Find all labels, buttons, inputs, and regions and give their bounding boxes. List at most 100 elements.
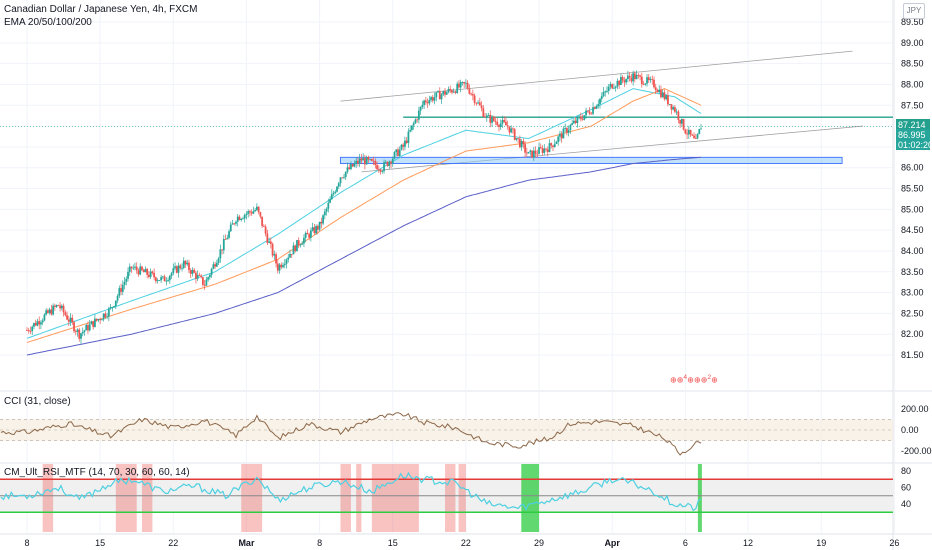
candle-body[interactable] <box>405 140 408 143</box>
candle-body[interactable] <box>323 211 326 216</box>
candle-body[interactable] <box>290 253 293 255</box>
candle-body[interactable] <box>653 79 655 88</box>
candle-body[interactable] <box>193 269 196 273</box>
candle-body[interactable] <box>130 266 133 269</box>
candle-body[interactable] <box>344 171 347 177</box>
candle-body[interactable] <box>694 138 697 139</box>
candle-body[interactable] <box>262 225 265 227</box>
candle-body[interactable] <box>501 119 504 124</box>
candle-body[interactable] <box>332 192 335 195</box>
candle-body[interactable] <box>687 129 690 135</box>
candle-body[interactable] <box>53 305 56 307</box>
candle-body[interactable] <box>182 260 185 268</box>
candle-body[interactable] <box>238 216 241 221</box>
candle-body[interactable] <box>76 329 79 332</box>
candle-body[interactable] <box>618 80 621 86</box>
candle-body[interactable] <box>510 128 513 133</box>
candle-body[interactable] <box>639 75 641 77</box>
candle-body[interactable] <box>642 84 645 85</box>
candle-body[interactable] <box>153 272 156 278</box>
event-icon[interactable]: ⊕ <box>687 375 694 385</box>
candle-body[interactable] <box>350 163 352 170</box>
candle-body[interactable] <box>50 309 53 315</box>
candle-body[interactable] <box>538 147 540 154</box>
candle-body[interactable] <box>684 129 687 134</box>
candle-body[interactable] <box>548 143 551 153</box>
candle-body[interactable] <box>127 271 129 279</box>
candle-body[interactable] <box>278 264 281 271</box>
candle-body[interactable] <box>560 133 563 139</box>
candle-body[interactable] <box>357 160 359 164</box>
candle-body[interactable] <box>463 82 466 84</box>
candle-body[interactable] <box>160 277 163 281</box>
ema-line-ema-50[interactable] <box>26 88 702 343</box>
candle-body[interactable] <box>700 128 702 130</box>
candle-body[interactable] <box>503 119 506 122</box>
candle-body[interactable] <box>34 323 37 326</box>
candle-body[interactable] <box>604 91 607 93</box>
candle-body[interactable] <box>404 140 406 147</box>
candle-body[interactable] <box>377 169 380 171</box>
candle-body[interactable] <box>269 241 272 244</box>
candle-body[interactable] <box>431 97 434 101</box>
candle-body[interactable] <box>163 276 166 282</box>
candle-body[interactable] <box>315 226 318 234</box>
candle-body[interactable] <box>586 110 589 112</box>
candle-body[interactable] <box>417 110 420 120</box>
candle-body[interactable] <box>99 319 102 321</box>
candle-body[interactable] <box>491 116 493 123</box>
candle-body[interactable] <box>233 223 236 225</box>
candle-body[interactable] <box>545 148 547 150</box>
candle-body[interactable] <box>597 103 600 107</box>
candle-body[interactable] <box>674 107 676 112</box>
candle-body[interactable] <box>205 279 208 286</box>
candle-body[interactable] <box>240 218 243 221</box>
candle-body[interactable] <box>275 254 277 264</box>
candle-body[interactable] <box>473 95 476 103</box>
candle-body[interactable] <box>370 158 373 161</box>
candle-body[interactable] <box>367 157 370 160</box>
candle-body[interactable] <box>550 143 553 146</box>
candle-body[interactable] <box>438 91 441 100</box>
candle-body[interactable] <box>478 102 481 106</box>
cci-line[interactable] <box>0 412 702 456</box>
candle-body[interactable] <box>623 80 626 83</box>
candle-body[interactable] <box>266 233 269 243</box>
candle-body[interactable] <box>271 243 274 256</box>
candle-body[interactable] <box>682 118 685 130</box>
candle-body[interactable] <box>142 270 145 273</box>
candle-body[interactable] <box>520 141 523 148</box>
candle-body[interactable] <box>513 129 516 140</box>
candle-body[interactable] <box>195 272 197 279</box>
candle-body[interactable] <box>632 73 634 82</box>
candle-body[interactable] <box>567 129 570 133</box>
candle-body[interactable] <box>691 134 694 136</box>
candle-body[interactable] <box>620 77 622 86</box>
time-axis[interactable]: 8 15 22 Mar 8 15 22 29 Apr 6 12 19 26 <box>24 538 899 548</box>
candle-body[interactable] <box>247 211 250 214</box>
candle-body[interactable] <box>686 133 688 135</box>
candle-body[interactable] <box>534 150 537 154</box>
candle-body[interactable] <box>374 161 377 166</box>
candle-body[interactable] <box>80 333 82 339</box>
candle-body[interactable] <box>517 138 520 139</box>
candle-body[interactable] <box>581 118 584 120</box>
cci-legend[interactable]: CCI (31, close) <box>4 396 71 407</box>
candle-body[interactable] <box>106 316 109 318</box>
candle-body[interactable] <box>196 274 199 279</box>
candle-body[interactable] <box>505 121 507 126</box>
candle-body[interactable] <box>527 151 530 154</box>
candle-body[interactable] <box>168 275 171 281</box>
candle-body[interactable] <box>92 321 95 327</box>
candle-body[interactable] <box>212 264 215 269</box>
candle-body[interactable] <box>447 88 450 93</box>
candle-body[interactable] <box>506 125 509 127</box>
candle-body[interactable] <box>372 160 375 162</box>
candle-body[interactable] <box>672 107 675 110</box>
candle-body[interactable] <box>149 271 152 277</box>
candle-body[interactable] <box>588 111 591 114</box>
candle-body[interactable] <box>280 264 283 268</box>
candle-body[interactable] <box>114 300 117 307</box>
candle-body[interactable] <box>592 107 594 114</box>
candle-body[interactable] <box>31 326 34 332</box>
